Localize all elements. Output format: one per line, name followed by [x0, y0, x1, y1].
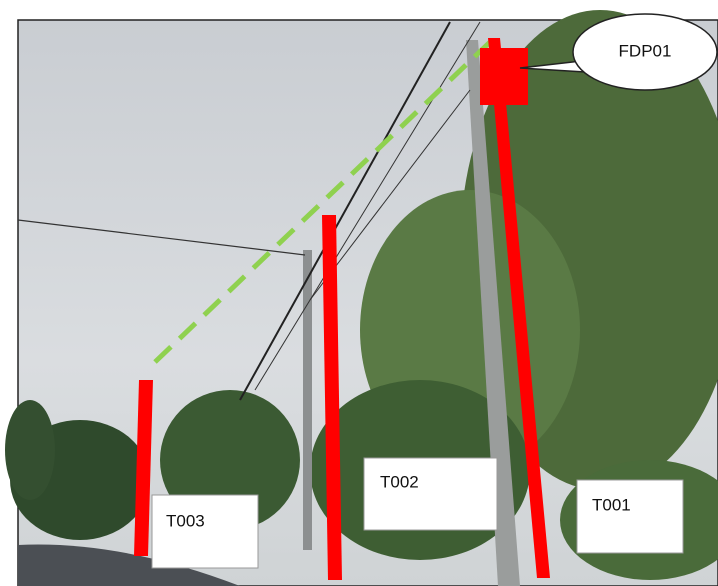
pole-label: T002 — [380, 472, 419, 491]
label-box — [577, 480, 683, 553]
label-box — [364, 458, 497, 530]
pole-label: T001 — [592, 495, 631, 514]
callout-join — [584, 58, 596, 70]
label-box — [152, 495, 258, 568]
fdp-marker — [480, 48, 528, 105]
annotated-photo: FDP01 T001 T002 T003 — [0, 0, 718, 586]
pole-label: T003 — [166, 511, 205, 530]
callout-text: FDP01 — [619, 41, 672, 60]
